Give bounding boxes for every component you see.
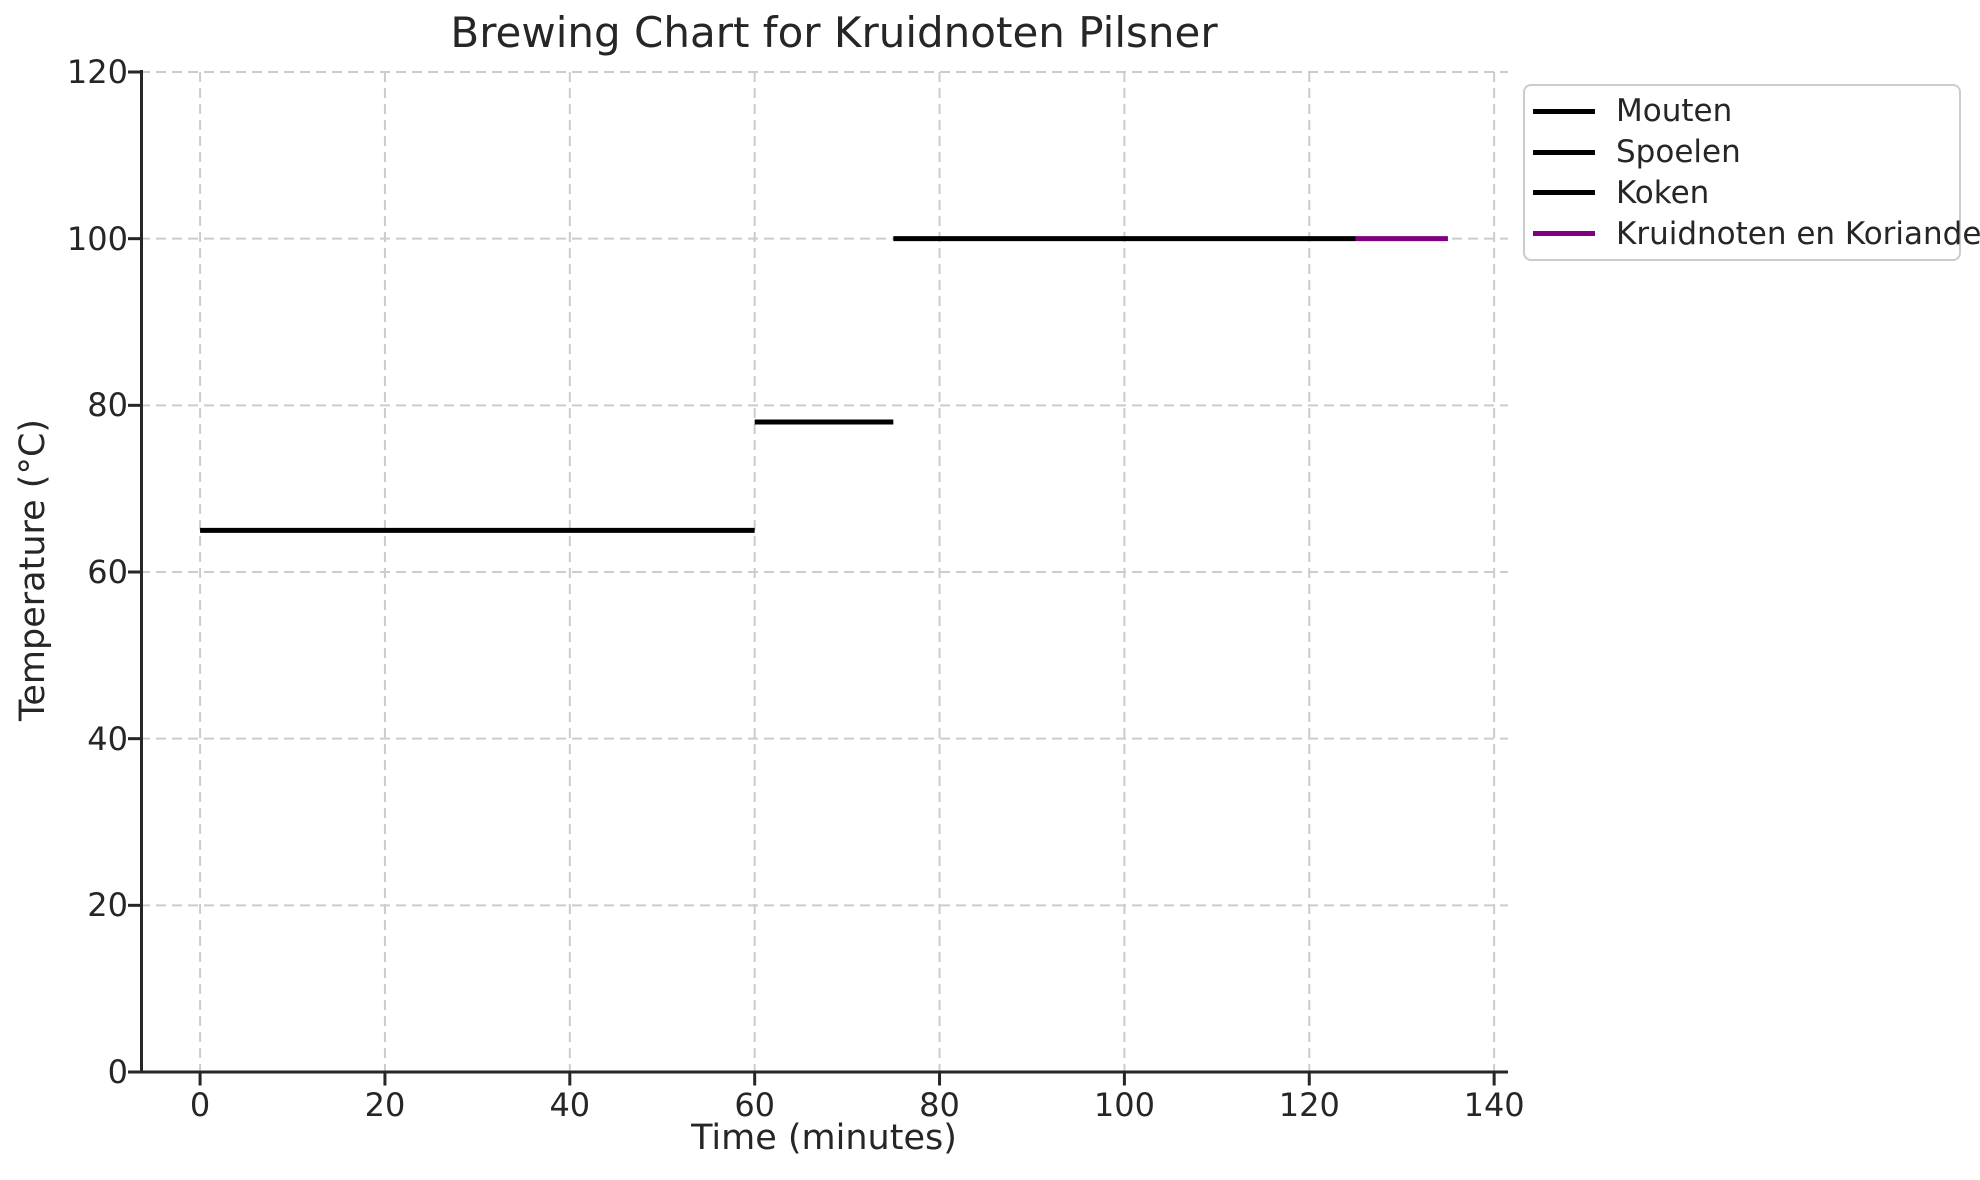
x-axis-label: Time (minutes) — [691, 1118, 957, 1158]
gridlines — [140, 71, 1508, 1073]
tick-marks — [128, 70, 1496, 1086]
x-tick-label: 120 — [1278, 1086, 1340, 1124]
x-tick-label: 0 — [189, 1086, 211, 1124]
y-tick-label: 80 — [87, 386, 128, 425]
legend-item-mouten: Mouten — [1533, 91, 1951, 131]
x-tick-label: 20 — [364, 1086, 406, 1124]
y-tick-label: 20 — [87, 886, 128, 925]
x-tick-label: 80 — [919, 1086, 960, 1124]
y-tick-label: 0 — [107, 1053, 128, 1091]
legend-line-swatch — [1533, 190, 1595, 196]
series-lines — [200, 236, 1448, 533]
chart-title: Brewing Chart for Kruidnoten Pilsner — [450, 8, 1218, 57]
y-tick-label: 60 — [87, 553, 128, 591]
legend: Mouten Spoelen Koken Kruidnoten en Koriande… — [1523, 84, 1980, 261]
legend-item-kruidnoten-en-koriander: Kruidnoten en Koriander — [1533, 214, 1980, 254]
y-axis-label: Temperature (°C) — [13, 418, 53, 722]
x-tick-label: 40 — [549, 1086, 591, 1124]
legend-item-spoelen: Spoelen — [1533, 132, 1951, 172]
legend-line-swatch — [1533, 149, 1595, 155]
x-tick-label: 60 — [734, 1086, 776, 1124]
legend-label: Kruidnoten en Koriander — [1616, 215, 1980, 252]
legend-label: Mouten — [1616, 93, 1733, 130]
legend-label: Spoelen — [1616, 134, 1741, 171]
legend-line-swatch — [1533, 108, 1595, 114]
x-tick-label: 140 — [1463, 1086, 1525, 1124]
legend-line-swatch — [1533, 231, 1595, 237]
y-tick-label: 120 — [66, 53, 128, 91]
plot-area — [128, 70, 1508, 1086]
axis-spines — [140, 70, 1508, 1074]
legend-item-koken: Koken — [1533, 173, 1951, 213]
x-tick-label: 100 — [1093, 1086, 1155, 1124]
y-tick-label: 40 — [87, 719, 128, 758]
legend-label: Koken — [1616, 174, 1710, 211]
y-tick-label: 100 — [66, 219, 128, 258]
